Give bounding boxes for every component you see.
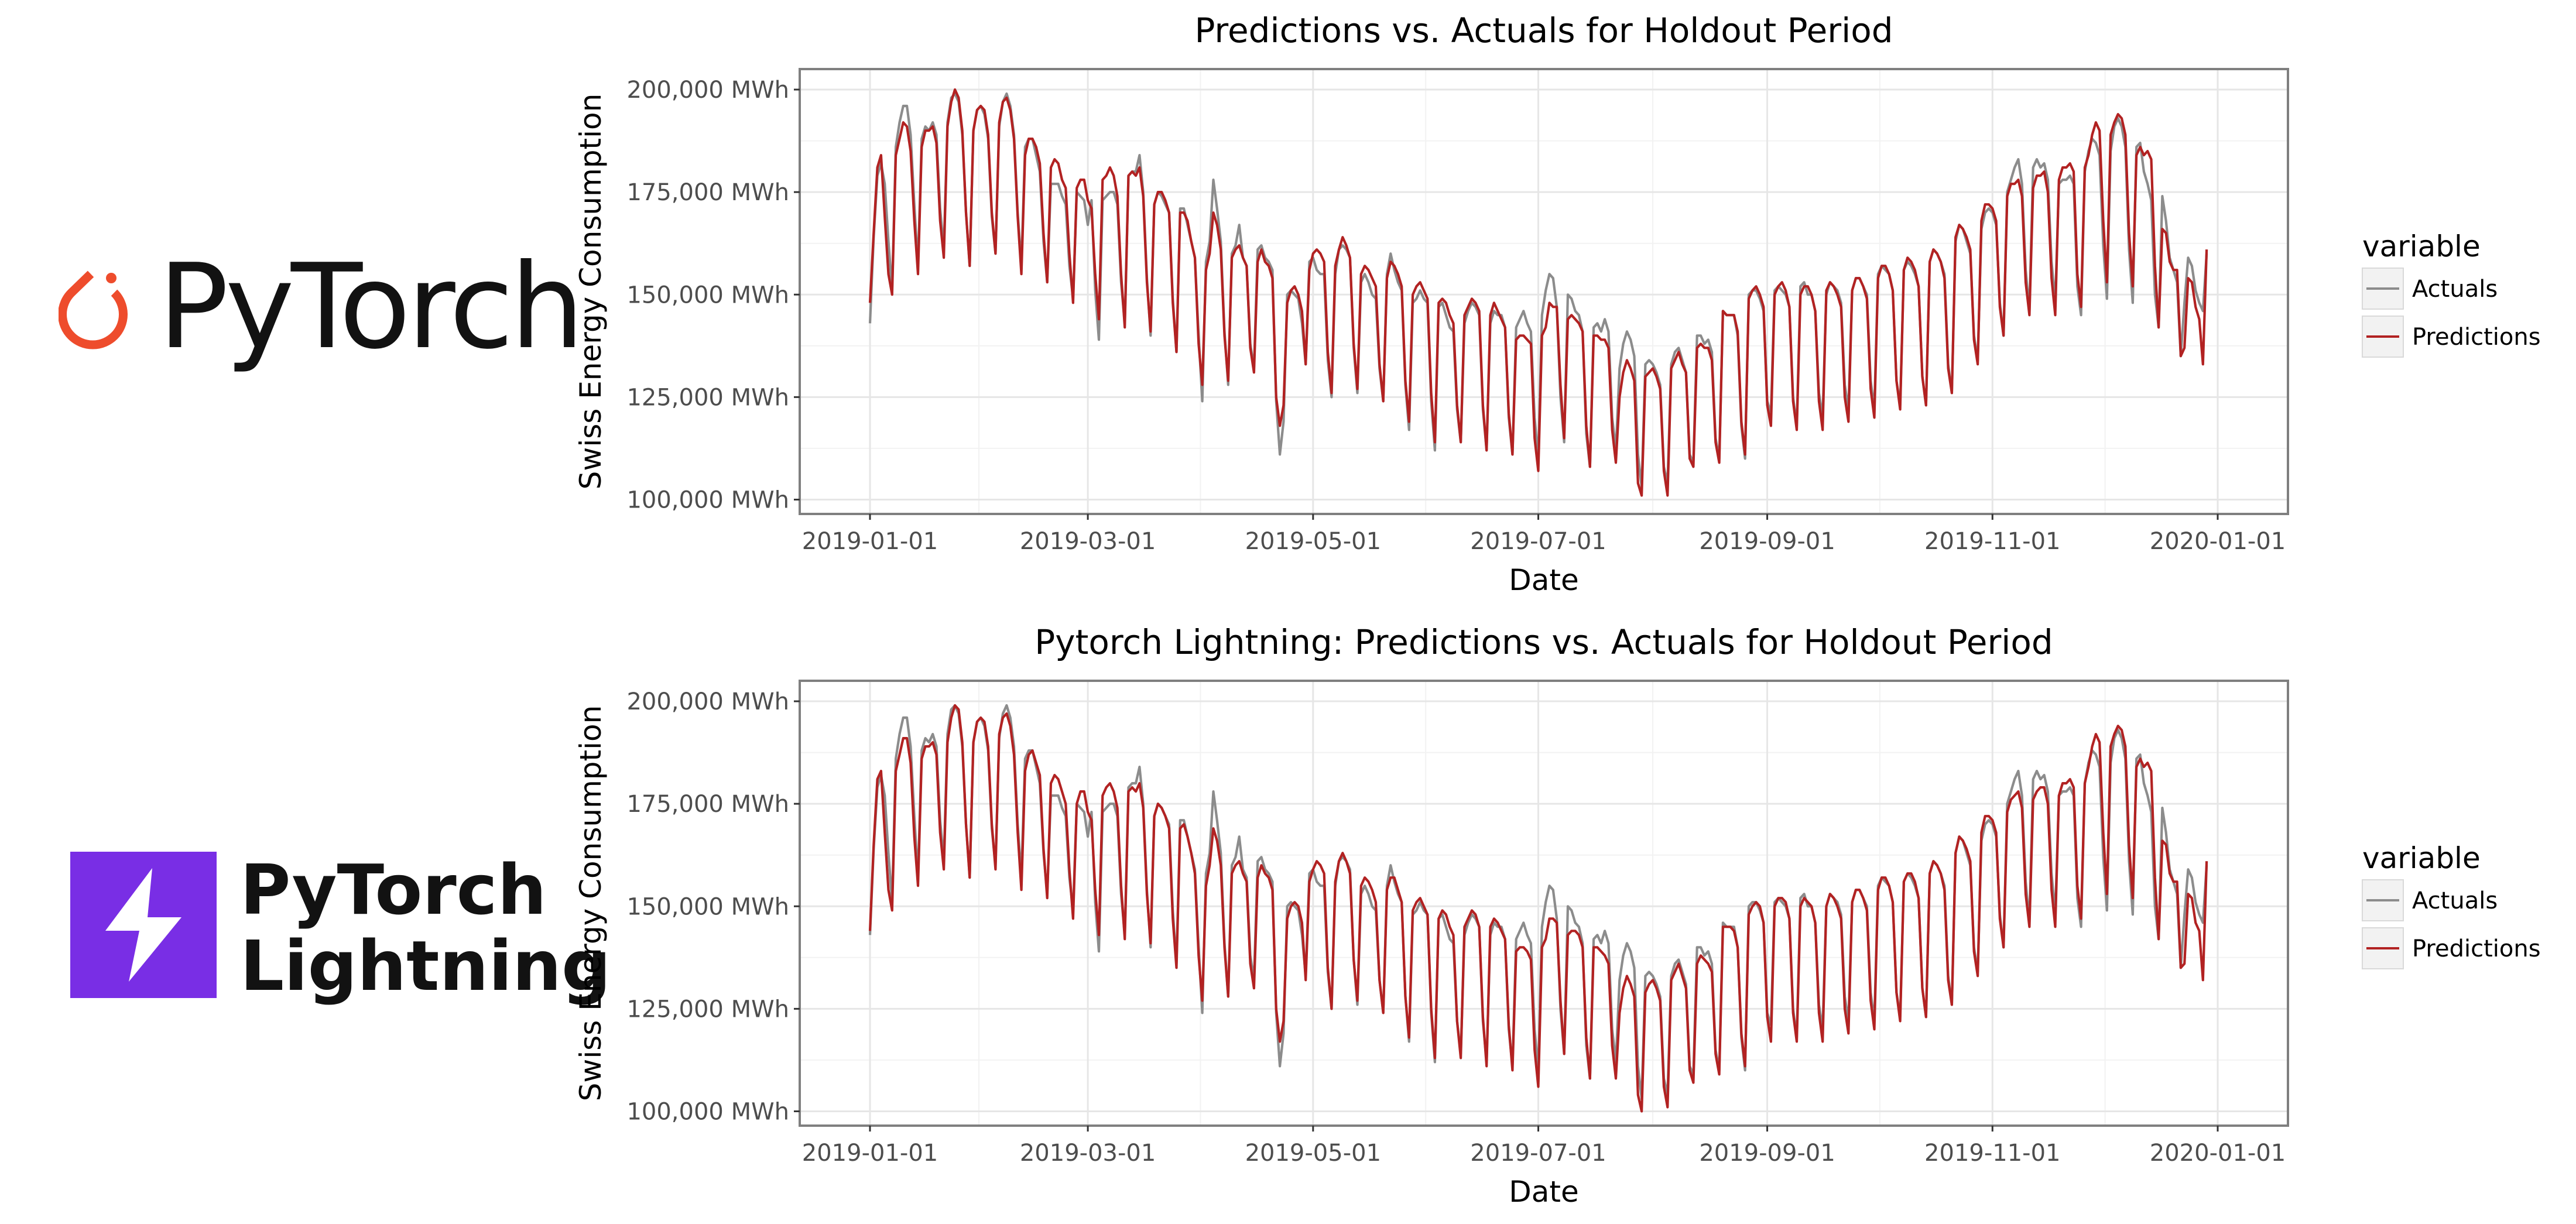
lightning-wordmark-line1: PyTorch [240,849,547,930]
x-tick-label: 2019-09-01 [1699,1140,1835,1167]
chart-pytorch-lightning: 100,000 MWh 125,000 MWh 150,000 MWh 175,000… [574,622,2541,1209]
y-tick-label: 100,000 MWh [626,1098,789,1125]
legend-title: variable [2362,841,2481,875]
legend-label-predictions: Predictions [2412,935,2541,962]
pytorch-logo: PyTorch [59,240,584,375]
x-tick-label: 2019-11-01 [1924,1140,2060,1167]
x-tick-label: 2019-05-01 [1245,528,1381,555]
x-axis-label: Date [1509,563,1579,597]
x-tick-label: 2019-09-01 [1699,528,1835,555]
series-line-predictions [868,88,2208,497]
lightning-bolt-icon [70,852,217,998]
x-tick-label: 2020-01-01 [2150,1140,2286,1167]
pytorch-wordmark: PyTorch [158,239,584,375]
series-line-predictions [868,704,2208,1113]
y-tick-label: 150,000 MWh [626,893,789,920]
x-tick-label: 2019-07-01 [1470,528,1606,555]
y-tick-label: 200,000 MWh [626,688,789,715]
y-tick-label: 175,000 MWh [626,791,789,818]
legend-label-actuals: Actuals [2412,887,2498,914]
x-tick-label: 2019-01-01 [802,528,938,555]
y-tick-label: 150,000 MWh [626,282,789,308]
lightning-logo: PyTorch Lightning [70,849,611,1004]
y-tick-label: 125,000 MWh [626,384,789,411]
x-axis-label: Date [1509,1175,1579,1209]
y-tick-label: 125,000 MWh [626,996,789,1023]
legend: variable Actuals Predictions [2362,229,2541,358]
y-axis-label: Swiss Energy Consumption [574,94,608,490]
legend-label-predictions: Predictions [2412,324,2541,351]
x-tick-label: 2019-03-01 [1020,1140,1156,1167]
chart-title: Predictions vs. Actuals for Holdout Peri… [1194,11,1893,50]
chart-pytorch: 100,000 MWh 125,000 MWh 150,000 MWh 175,000… [574,11,2541,597]
x-tick-label: 2019-05-01 [1245,1140,1381,1167]
legend-title: variable [2362,229,2481,263]
x-tick-label: 2019-03-01 [1020,528,1156,555]
x-tick-label: 2020-01-01 [2150,528,2286,555]
plot-panel [800,69,2288,514]
x-tick-label: 2019-01-01 [802,1140,938,1167]
x-tick-label: 2019-11-01 [1924,528,2060,555]
panel-border [799,68,2289,515]
pytorch-flame-icon [59,270,128,349]
lightning-wordmark-line2: Lightning [240,925,611,1006]
y-axis-label: Swiss Energy Consumption [574,705,608,1102]
panel-border [799,680,2289,1127]
legend-label-actuals: Actuals [2412,276,2498,303]
plot-panel [800,681,2288,1126]
y-tick-label: 175,000 MWh [626,179,789,206]
y-tick-label: 100,000 MWh [626,486,789,513]
legend: variable Actuals Predictions [2362,841,2541,969]
chart-title: Pytorch Lightning: Predictions vs. Actua… [1034,622,2053,662]
x-tick-label: 2019-07-01 [1470,1140,1606,1167]
y-tick-label: 200,000 MWh [626,77,789,104]
